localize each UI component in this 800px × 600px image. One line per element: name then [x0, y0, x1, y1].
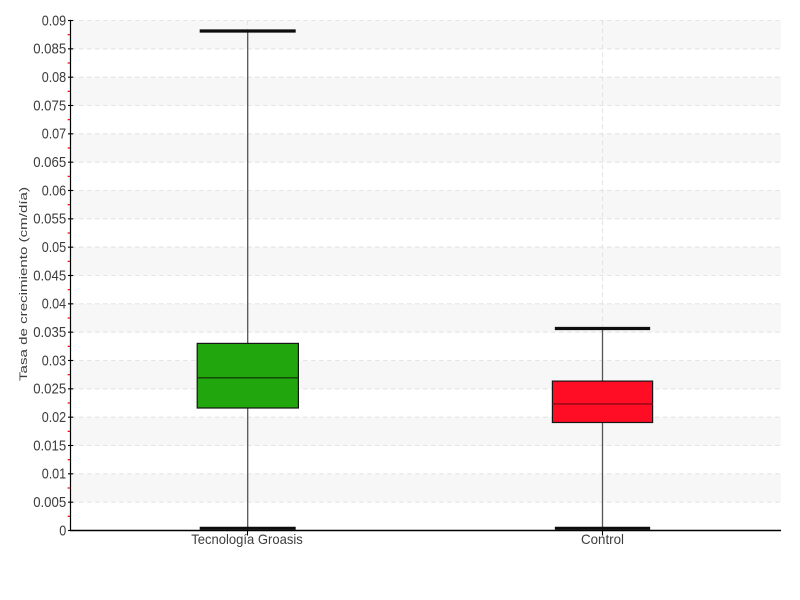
svg-text:0.09: 0.09 — [42, 12, 67, 29]
svg-text:Tecnología Groasis: Tecnología Groasis — [191, 531, 303, 547]
svg-text:0.07: 0.07 — [42, 126, 67, 143]
svg-text:0.04: 0.04 — [42, 296, 67, 313]
svg-text:Tasa de crecimiento (cm/día): Tasa de crecimiento (cm/día) — [18, 187, 30, 381]
svg-text:0.08: 0.08 — [42, 69, 67, 86]
svg-text:0: 0 — [59, 522, 66, 539]
svg-text:0.025: 0.025 — [33, 381, 66, 398]
svg-text:0.005: 0.005 — [33, 494, 66, 511]
svg-text:0.075: 0.075 — [33, 97, 66, 114]
svg-text:0.03: 0.03 — [42, 352, 67, 369]
svg-text:0.085: 0.085 — [33, 41, 66, 58]
svg-text:0.045: 0.045 — [33, 267, 66, 284]
svg-text:0.05: 0.05 — [42, 239, 67, 256]
svg-text:0.02: 0.02 — [42, 409, 67, 426]
svg-text:0.01: 0.01 — [42, 466, 67, 483]
svg-text:0.06: 0.06 — [42, 182, 67, 199]
svg-text:0.015: 0.015 — [33, 437, 66, 454]
svg-text:Control: Control — [581, 531, 624, 547]
svg-text:0.035: 0.035 — [33, 324, 66, 341]
svg-text:0.055: 0.055 — [33, 211, 66, 228]
svg-text:0.065: 0.065 — [33, 154, 66, 171]
